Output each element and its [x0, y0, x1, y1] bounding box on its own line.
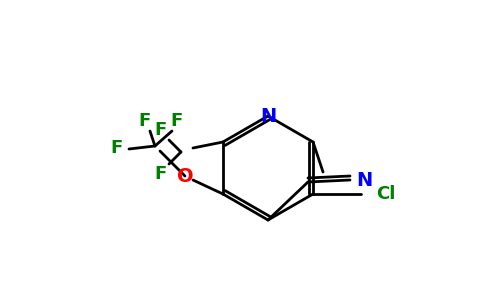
- Text: O: O: [177, 167, 193, 185]
- Text: F: F: [111, 139, 123, 157]
- Text: F: F: [155, 121, 167, 139]
- Text: Cl: Cl: [376, 185, 395, 203]
- Text: N: N: [356, 170, 372, 190]
- Text: F: F: [139, 112, 151, 130]
- Text: N: N: [260, 106, 276, 125]
- Text: F: F: [155, 165, 167, 183]
- Text: F: F: [171, 112, 183, 130]
